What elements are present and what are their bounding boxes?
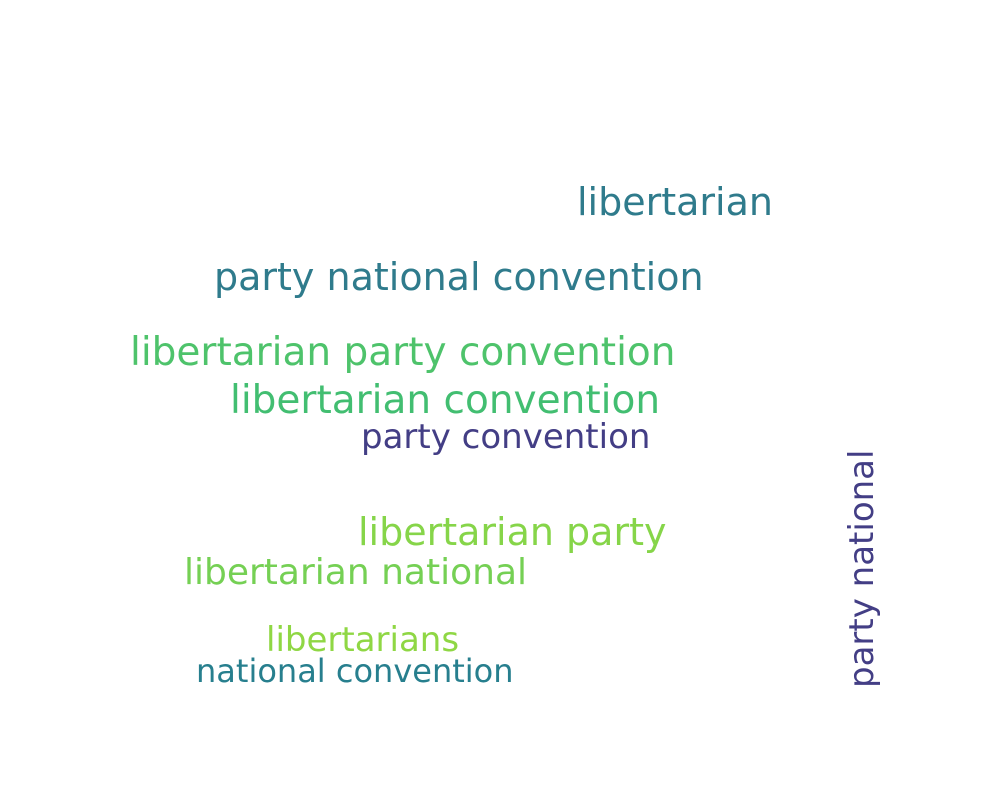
word-libertarian-party-convention: libertarian party convention bbox=[130, 330, 676, 375]
word-national-convention: national convention bbox=[196, 652, 514, 690]
word-libertarian: libertarian bbox=[577, 180, 773, 224]
word-libertarian-convention: libertarian convention bbox=[230, 378, 661, 423]
word-libertarian-party: libertarian party bbox=[358, 510, 667, 554]
word-libertarian-national: libertarian national bbox=[184, 552, 528, 593]
word-party-convention: party convention bbox=[361, 417, 651, 457]
word-libertarians: libertarians bbox=[266, 620, 460, 660]
word-party-national-convention: party national convention bbox=[214, 255, 704, 299]
word-party-national: party national bbox=[842, 449, 882, 688]
